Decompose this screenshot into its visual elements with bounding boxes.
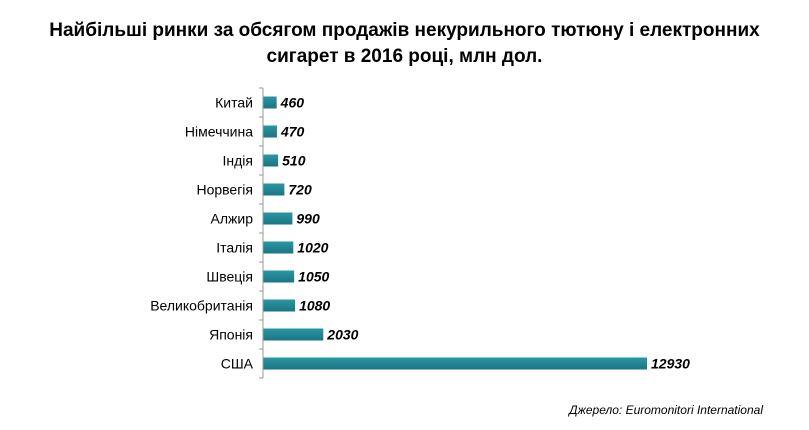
source-note: Джерело: Euromonitori International bbox=[569, 403, 763, 417]
chart-title-line-1: Найбільші ринки за обсягом продажів неку… bbox=[49, 20, 760, 41]
data-label-6: 1050 bbox=[298, 269, 329, 285]
bar-2 bbox=[263, 154, 279, 167]
data-label-1: 470 bbox=[280, 124, 305, 140]
category-label-3: Норвегія bbox=[196, 182, 253, 198]
data-label-4: 990 bbox=[296, 211, 320, 227]
chart-title: Найбільші ринки за обсягом продажів неку… bbox=[0, 18, 809, 70]
category-label-5: Італія bbox=[216, 240, 253, 256]
data-label-7: 1080 bbox=[299, 298, 330, 314]
category-label-6: Швеція bbox=[206, 269, 253, 285]
bar-7 bbox=[263, 299, 296, 312]
category-label-2: Індія bbox=[223, 153, 253, 169]
data-label-0: 460 bbox=[280, 95, 305, 111]
bar-8 bbox=[263, 328, 324, 341]
bar-1 bbox=[263, 125, 277, 138]
category-label-8: Японія bbox=[209, 327, 253, 343]
data-label-2: 510 bbox=[282, 153, 306, 169]
category-label-0: Китай bbox=[215, 95, 253, 111]
category-label-1: Німеччина bbox=[185, 124, 253, 140]
bar-4 bbox=[263, 212, 293, 225]
data-label-9: 12930 bbox=[651, 356, 690, 372]
bar-9 bbox=[263, 357, 647, 370]
bar-0 bbox=[263, 96, 277, 109]
category-label-9: США bbox=[221, 356, 254, 372]
data-label-8: 2030 bbox=[326, 327, 358, 343]
data-label-3: 720 bbox=[288, 182, 312, 198]
data-label-5: 1020 bbox=[297, 240, 328, 256]
category-label-7: Великобританія bbox=[150, 298, 253, 314]
chart-title-line-2: сигарет в 2016 році, млн дол. bbox=[266, 46, 543, 67]
bar-6 bbox=[263, 270, 295, 283]
bar-5 bbox=[263, 241, 294, 254]
category-label-4: Алжир bbox=[211, 211, 254, 227]
bar-3 bbox=[263, 183, 285, 196]
